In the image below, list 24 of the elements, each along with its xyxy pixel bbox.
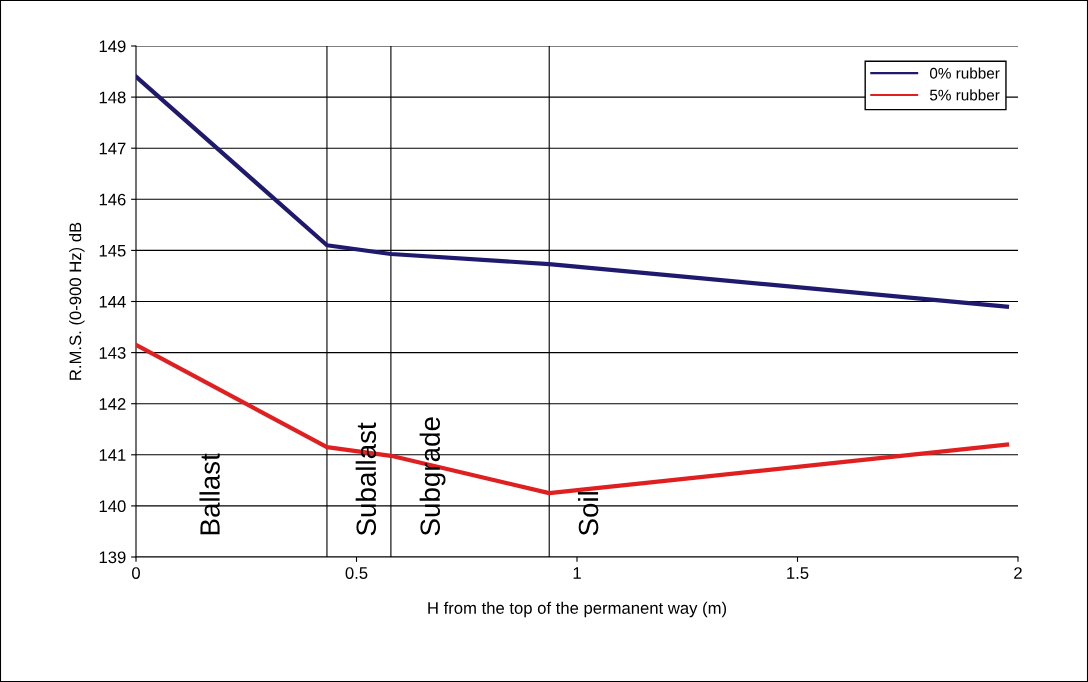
y-axis-title: R.M.S. (0-900 Hz) dB <box>69 222 85 380</box>
y-tick-label: 139 <box>99 551 126 564</box>
x-tick-label: 1 <box>573 567 581 579</box>
legend-label: 0% rubber <box>929 67 1000 79</box>
annotation: Soil <box>577 492 599 536</box>
legend-label: 5% rubber <box>929 89 1000 101</box>
y-tick-label: 149 <box>99 40 126 53</box>
x-tick-label: 0.5 <box>345 567 368 579</box>
y-tick-label: 145 <box>99 244 126 257</box>
annotation: Subgrade <box>419 417 446 536</box>
annotation: Ballast <box>199 453 220 535</box>
x-tick-label: 0 <box>132 567 140 579</box>
x-axis-title: H from the top of the permanent way (m) <box>428 601 727 618</box>
y-tick-label: 141 <box>99 449 126 461</box>
y-tick-label: 144 <box>99 296 126 308</box>
x-tick-label: 1.5 <box>787 567 809 579</box>
y-tick-label: 146 <box>99 193 126 206</box>
y-tick-label: 140 <box>99 500 126 513</box>
annotation: Suballast <box>355 422 377 536</box>
y-tick-label: 143 <box>99 347 126 359</box>
y-tick-label: 142 <box>99 398 126 410</box>
y-tick-label: 147 <box>99 142 126 155</box>
x-tick-label: 2 <box>1014 567 1022 579</box>
y-tick-label: 148 <box>99 91 126 104</box>
